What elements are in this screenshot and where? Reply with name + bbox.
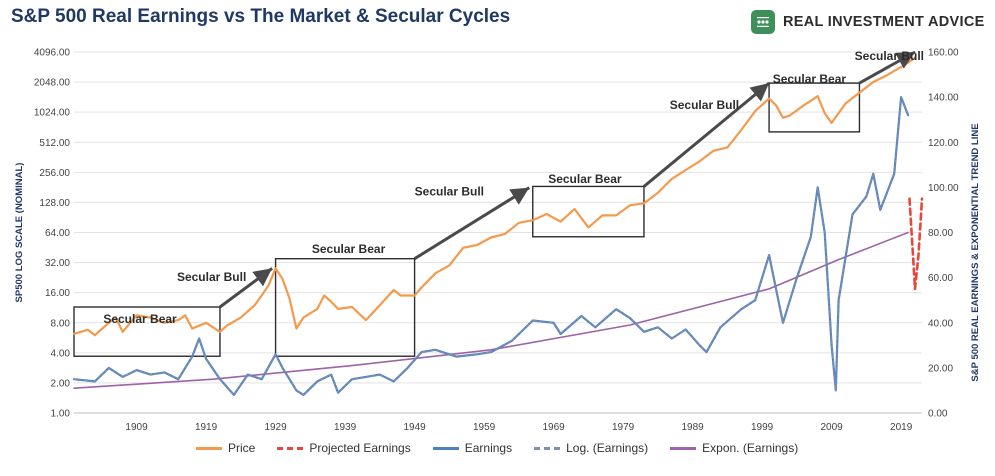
- legend-item: Projected Earnings: [277, 441, 411, 455]
- left-tick-label: 32.00: [45, 258, 70, 269]
- secular-bear-box: [274, 257, 416, 357]
- left-tick-label: 8.00: [51, 318, 71, 329]
- left-tick-label: 2.00: [51, 378, 71, 389]
- right-tick-label: 40.00: [928, 318, 953, 329]
- legend-label: Earnings: [464, 441, 513, 455]
- x-tick-label: 1949: [403, 422, 426, 433]
- left-tick-label: 4.00: [51, 348, 71, 359]
- axes: 1.00 2.00 4.00 8.00 16.00 32.00 64.00 128.00 256…: [14, 48, 981, 434]
- right-tick-label: 0.00: [928, 409, 948, 420]
- x-tick-label: 1939: [334, 422, 357, 433]
- secular-bull-label: Secular Bull: [415, 185, 484, 199]
- series-log-earnings: [73, 96, 909, 396]
- legend-label: Price: [228, 441, 256, 455]
- x-tick-label: 1929: [264, 422, 287, 433]
- x-tick-label: 1989: [681, 422, 704, 433]
- secular-bull-arrow: [643, 81, 771, 188]
- left-tick-label: 1024.00: [34, 108, 71, 119]
- legend-item: Log. (Earnings): [534, 441, 648, 455]
- secular-bull-arrow: [858, 50, 916, 85]
- legend-swatch: [196, 446, 222, 450]
- brand-name: REAL INVESTMENT ADVICE: [783, 14, 985, 30]
- x-tick-label: 1919: [195, 422, 218, 433]
- legend-label: Log. (Earnings): [566, 441, 649, 455]
- chart-title: S&P 500 Real Earnings vs The Market & Se…: [11, 6, 511, 27]
- ria-logo-icon: [751, 10, 775, 34]
- x-tick-label: 1979: [612, 422, 635, 433]
- gridlines: [74, 51, 922, 414]
- right-tick-label: 60.00: [928, 273, 953, 284]
- left-tick-label: 512.00: [39, 138, 70, 149]
- right-tick-label: 140.00: [928, 93, 959, 104]
- legend-swatch: [432, 446, 459, 450]
- x-tick-label: 1999: [751, 422, 774, 433]
- left-tick-label: 16.00: [45, 288, 70, 299]
- legend-item: Price: [196, 441, 255, 455]
- brand-logo: REAL INVESTMENT ADVICE: [751, 8, 985, 36]
- chart-legend: Price Projected Earnings Earnings Log. (Ear…: [196, 441, 798, 455]
- secular-bear-box: [768, 82, 861, 133]
- secular-bear-box: [532, 185, 645, 238]
- x-tick-label: 1969: [542, 422, 565, 433]
- right-tick-label: 100.00: [928, 183, 959, 194]
- legend-swatch: [277, 446, 304, 450]
- secular-bull-label: Secular Bull: [670, 98, 739, 112]
- legend-label: Expon. (Earnings): [702, 441, 799, 455]
- series-expon-earnings: [73, 231, 909, 390]
- left-tick-label: 1.00: [51, 409, 71, 420]
- cycle-arrows: [219, 50, 916, 309]
- secular-bull-label: Secular Bull: [177, 270, 246, 284]
- right-tick-label: 120.00: [928, 138, 959, 149]
- legend-swatch: [670, 446, 697, 450]
- secular-bull-arrow: [219, 267, 273, 309]
- secular-bull-arrow: [413, 186, 531, 260]
- left-tick-label: 256.00: [39, 168, 70, 179]
- legend-item: Earnings: [432, 441, 513, 455]
- secular-bear-label: Secular Bear: [773, 72, 847, 86]
- legend-swatch: [534, 446, 561, 450]
- left-axis-title: SP500 LOG SCALE (NOMINAL): [14, 163, 25, 303]
- secular-bear-label: Secular Bear: [548, 172, 622, 186]
- secular-bear-label: Secular Bear: [103, 312, 177, 326]
- x-tick-label: 2009: [821, 422, 844, 433]
- annotations: Secular Bear Secular Bull Secular Bear Secu…: [103, 49, 924, 326]
- left-tick-label: 64.00: [45, 228, 70, 239]
- right-axis-title: S&P 500 REAL EARNINGS & EXPONENTIAL TREN…: [970, 123, 981, 381]
- right-tick-label: 80.00: [928, 228, 953, 239]
- x-tick-label: 1959: [473, 422, 496, 433]
- secular-bear-label: Secular Bear: [312, 242, 386, 256]
- left-tick-label: 128.00: [39, 198, 70, 209]
- right-tick-label: 20.00: [928, 363, 953, 374]
- series-price: [72, 56, 917, 337]
- left-tick-label: 2048.00: [34, 78, 71, 89]
- series-lines: [72, 56, 924, 396]
- legend-item: Expon. (Earnings): [670, 441, 798, 455]
- x-tick-label: 1909: [125, 422, 148, 433]
- right-tick-label: 160.00: [928, 48, 959, 59]
- legend-label: Projected Earnings: [309, 441, 411, 455]
- cycle-boxes: [73, 82, 861, 357]
- series-projected-earnings: [908, 197, 924, 291]
- left-tick-label: 4096.00: [34, 48, 71, 59]
- x-tick-label: 2019: [890, 422, 913, 433]
- secular-bull-label: Secular Bull: [855, 49, 924, 63]
